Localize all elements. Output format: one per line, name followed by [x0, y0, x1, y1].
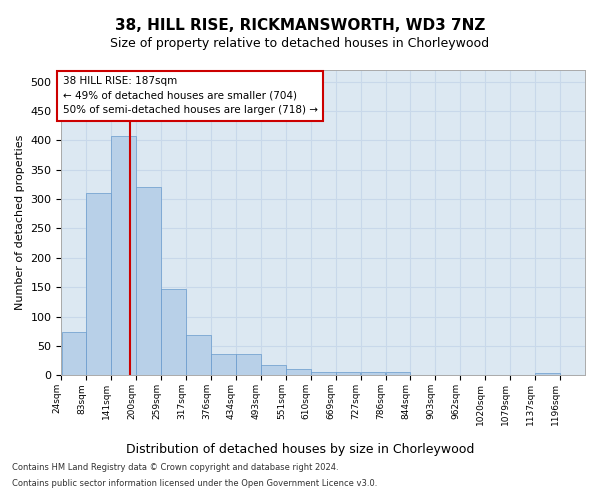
Text: 38 HILL RISE: 187sqm
← 49% of detached houses are smaller (704)
50% of semi-deta: 38 HILL RISE: 187sqm ← 49% of detached h…: [62, 76, 317, 116]
Bar: [535, 373, 560, 375]
Bar: [336, 372, 361, 375]
Text: 38, HILL RISE, RICKMANSWORTH, WD3 7NZ: 38, HILL RISE, RICKMANSWORTH, WD3 7NZ: [115, 18, 485, 32]
Text: Contains public sector information licensed under the Open Government Licence v3: Contains public sector information licen…: [12, 478, 377, 488]
Bar: [112, 136, 136, 375]
Bar: [62, 332, 86, 375]
Bar: [286, 369, 311, 375]
Bar: [86, 192, 111, 375]
Bar: [261, 366, 286, 375]
Bar: [386, 372, 410, 375]
Text: Size of property relative to detached houses in Chorleywood: Size of property relative to detached ho…: [110, 38, 490, 51]
Bar: [211, 354, 236, 375]
Bar: [161, 289, 186, 375]
Bar: [236, 354, 261, 375]
Bar: [136, 188, 161, 375]
Text: Distribution of detached houses by size in Chorleywood: Distribution of detached houses by size …: [126, 442, 474, 456]
Bar: [361, 372, 385, 375]
Bar: [311, 372, 335, 375]
Y-axis label: Number of detached properties: Number of detached properties: [15, 135, 25, 310]
Text: Contains HM Land Registry data © Crown copyright and database right 2024.: Contains HM Land Registry data © Crown c…: [12, 464, 338, 472]
Bar: [410, 374, 435, 375]
Bar: [186, 336, 211, 375]
